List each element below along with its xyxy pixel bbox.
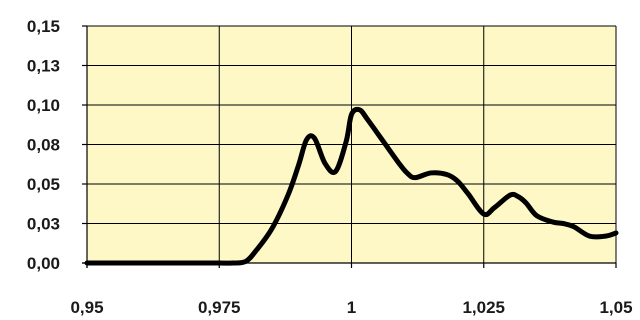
y-tick-label: 0,15 [27,17,60,36]
y-tick-label: 0,10 [27,96,60,115]
x-tick-label: 0,95 [70,298,103,317]
series-line [84,106,619,266]
y-tick-label: 0,05 [27,175,60,194]
y-tick-label: 0,00 [27,254,60,273]
x-tick-label: 0,975 [198,298,241,317]
x-tick-label: 1 [347,298,356,317]
y-tick-label: 0,08 [27,136,60,155]
y-tick-label: 0,03 [27,215,60,234]
x-tick-label: 1,025 [462,298,505,317]
y-tick-label: 0,13 [27,57,60,76]
x-tick-label: 1,05 [599,298,632,317]
